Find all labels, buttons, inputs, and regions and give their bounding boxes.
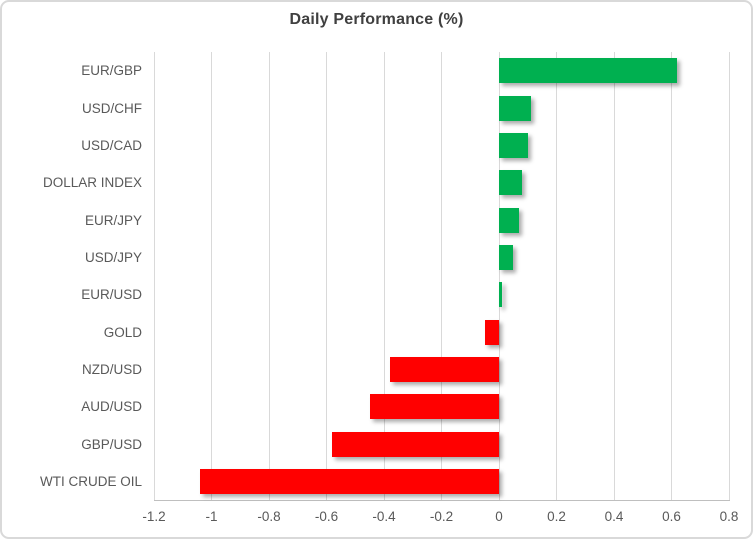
category-label: USD/CHF bbox=[82, 100, 142, 116]
bar bbox=[499, 282, 502, 308]
x-tick-label: -0.4 bbox=[372, 509, 396, 524]
gridline bbox=[326, 52, 327, 500]
category-label: AUD/USD bbox=[81, 399, 142, 415]
bar bbox=[332, 431, 499, 457]
x-axis-line bbox=[153, 500, 730, 501]
bar bbox=[499, 132, 528, 158]
category-label: EUR/USD bbox=[81, 287, 142, 303]
category-label: EUR/JPY bbox=[84, 212, 142, 228]
gridline bbox=[211, 52, 212, 500]
category-label: DOLLAR INDEX bbox=[42, 175, 142, 191]
gridline bbox=[556, 52, 557, 500]
x-tick-label: -1.2 bbox=[142, 509, 166, 524]
gridline bbox=[728, 52, 730, 500]
x-tick-label: -1 bbox=[205, 509, 218, 524]
bar bbox=[499, 95, 531, 121]
x-tick-label: -0.8 bbox=[257, 509, 281, 524]
category-label: NZD/USD bbox=[82, 361, 142, 377]
category-label: WTI CRUDE OIL bbox=[39, 473, 142, 489]
x-tick-label: 0.4 bbox=[604, 509, 624, 524]
gridline bbox=[268, 52, 270, 500]
bar bbox=[389, 356, 499, 382]
gridline bbox=[153, 52, 155, 500]
bar bbox=[499, 170, 522, 196]
gridline bbox=[498, 52, 500, 500]
category-label: GBP/USD bbox=[81, 436, 142, 452]
bar bbox=[499, 58, 678, 84]
chart-title: Daily Performance (%) bbox=[289, 11, 464, 28]
gridline bbox=[441, 52, 442, 500]
gridline bbox=[383, 52, 385, 500]
x-tick-label: 0.2 bbox=[547, 509, 566, 524]
x-tick-label: 0.8 bbox=[719, 509, 739, 524]
category-label: EUR/GBP bbox=[81, 63, 142, 79]
category-label: GOLD bbox=[103, 324, 142, 340]
bar bbox=[484, 319, 499, 345]
x-tick-label: 0.6 bbox=[662, 509, 681, 524]
gridline bbox=[671, 52, 672, 500]
category-label: USD/CAD bbox=[81, 137, 142, 153]
category-label: USD/JPY bbox=[84, 249, 142, 265]
x-tick-label: -0.2 bbox=[429, 509, 454, 524]
gridline bbox=[613, 52, 615, 500]
bar bbox=[499, 207, 520, 233]
x-tick-label: 0 bbox=[495, 509, 503, 524]
bar bbox=[499, 244, 514, 270]
x-tick-label: -0.6 bbox=[314, 509, 339, 524]
bar bbox=[369, 394, 499, 420]
bar bbox=[200, 468, 499, 494]
